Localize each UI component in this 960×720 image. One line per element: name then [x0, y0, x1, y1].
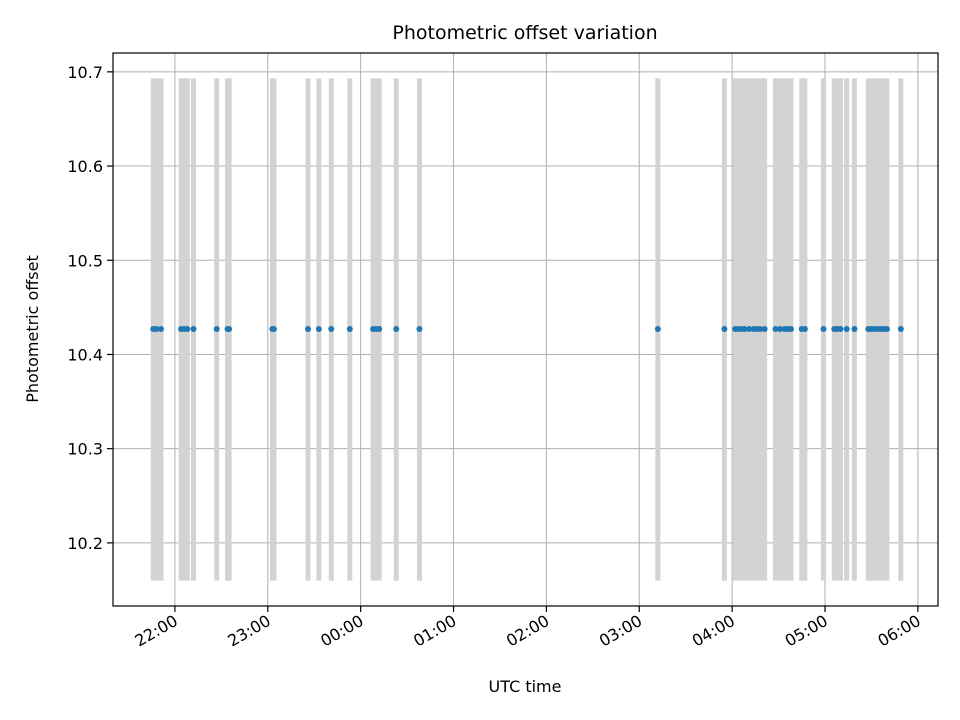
data-point [777, 326, 784, 333]
data-point [746, 326, 753, 333]
data-point [270, 326, 277, 333]
data-point [772, 326, 779, 333]
data-point [376, 326, 383, 333]
y-tick-label: 10.3 [67, 440, 103, 459]
data-point [393, 326, 400, 333]
y-tick-label: 10.4 [67, 345, 103, 364]
data-points [150, 326, 904, 333]
data-point [820, 326, 827, 333]
data-point [315, 326, 322, 333]
data-point [741, 326, 748, 333]
data-point [654, 326, 661, 333]
y-axis-title: Photometric offset [23, 255, 42, 403]
plot-frame [112, 52, 939, 607]
y-tick-label: 10.2 [67, 534, 103, 553]
data-point [184, 326, 191, 333]
data-point [226, 326, 233, 333]
data-point [837, 326, 844, 333]
data-point [157, 326, 164, 333]
data-point [346, 326, 353, 333]
data-point [305, 326, 312, 333]
data-point [761, 326, 768, 333]
data-point [328, 326, 335, 333]
x-axis-title: UTC time [489, 677, 562, 696]
data-point [843, 326, 850, 333]
data-point [213, 326, 220, 333]
data-point [897, 326, 904, 333]
data-point [721, 326, 728, 333]
y-tick-label: 10.6 [67, 157, 103, 176]
data-point [756, 326, 763, 333]
data-point [153, 326, 160, 333]
data-point [883, 326, 890, 333]
data-point [416, 326, 423, 333]
data-point [801, 326, 808, 333]
y-axis-ticks: 10.2 10.3 10.4 10.5 10.6 10.7 [67, 63, 113, 553]
y-tick-label: 10.5 [67, 251, 103, 270]
chart-title: Photometric offset variation [392, 22, 657, 44]
data-point [190, 326, 197, 333]
data-point [851, 326, 858, 333]
data-point [787, 326, 794, 333]
y-tick-label: 10.7 [67, 63, 103, 82]
